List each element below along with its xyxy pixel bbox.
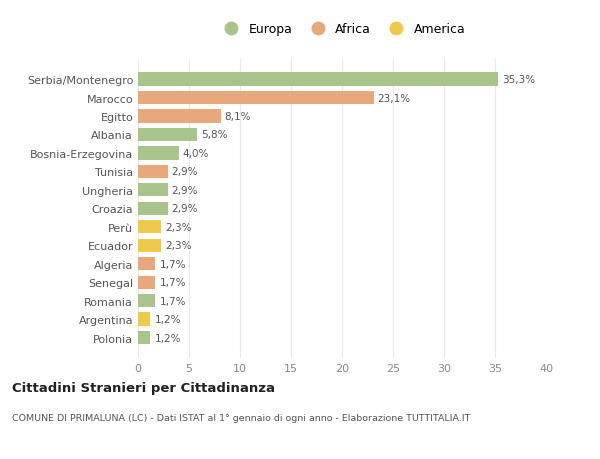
Bar xyxy=(138,73,498,86)
Text: 1,7%: 1,7% xyxy=(160,296,186,306)
Text: 8,1%: 8,1% xyxy=(224,112,251,122)
Bar xyxy=(138,257,155,271)
Bar xyxy=(138,313,150,326)
Bar xyxy=(138,331,150,344)
Text: 35,3%: 35,3% xyxy=(502,75,535,85)
Bar xyxy=(138,202,167,215)
Text: 1,2%: 1,2% xyxy=(154,333,181,343)
Bar xyxy=(138,129,197,142)
Bar xyxy=(138,147,179,160)
Bar xyxy=(138,239,161,252)
Text: 4,0%: 4,0% xyxy=(183,149,209,158)
Text: 2,3%: 2,3% xyxy=(166,222,192,232)
Text: 2,9%: 2,9% xyxy=(172,167,198,177)
Text: 1,2%: 1,2% xyxy=(154,314,181,325)
Bar xyxy=(138,110,221,123)
Bar xyxy=(138,221,161,234)
Bar xyxy=(138,184,167,197)
Bar xyxy=(138,276,155,289)
Bar xyxy=(138,165,167,179)
Text: Cittadini Stranieri per Cittadinanza: Cittadini Stranieri per Cittadinanza xyxy=(12,381,275,394)
Text: COMUNE DI PRIMALUNA (LC) - Dati ISTAT al 1° gennaio di ogni anno - Elaborazione : COMUNE DI PRIMALUNA (LC) - Dati ISTAT al… xyxy=(12,413,470,422)
Text: 2,9%: 2,9% xyxy=(172,185,198,196)
Bar xyxy=(138,92,374,105)
Text: 1,7%: 1,7% xyxy=(160,259,186,269)
Text: 23,1%: 23,1% xyxy=(378,93,411,103)
Legend: Europa, Africa, America: Europa, Africa, America xyxy=(214,18,470,41)
Text: 1,7%: 1,7% xyxy=(160,278,186,287)
Bar xyxy=(138,294,155,308)
Text: 5,8%: 5,8% xyxy=(201,130,228,140)
Text: 2,9%: 2,9% xyxy=(172,204,198,214)
Text: 2,3%: 2,3% xyxy=(166,241,192,251)
